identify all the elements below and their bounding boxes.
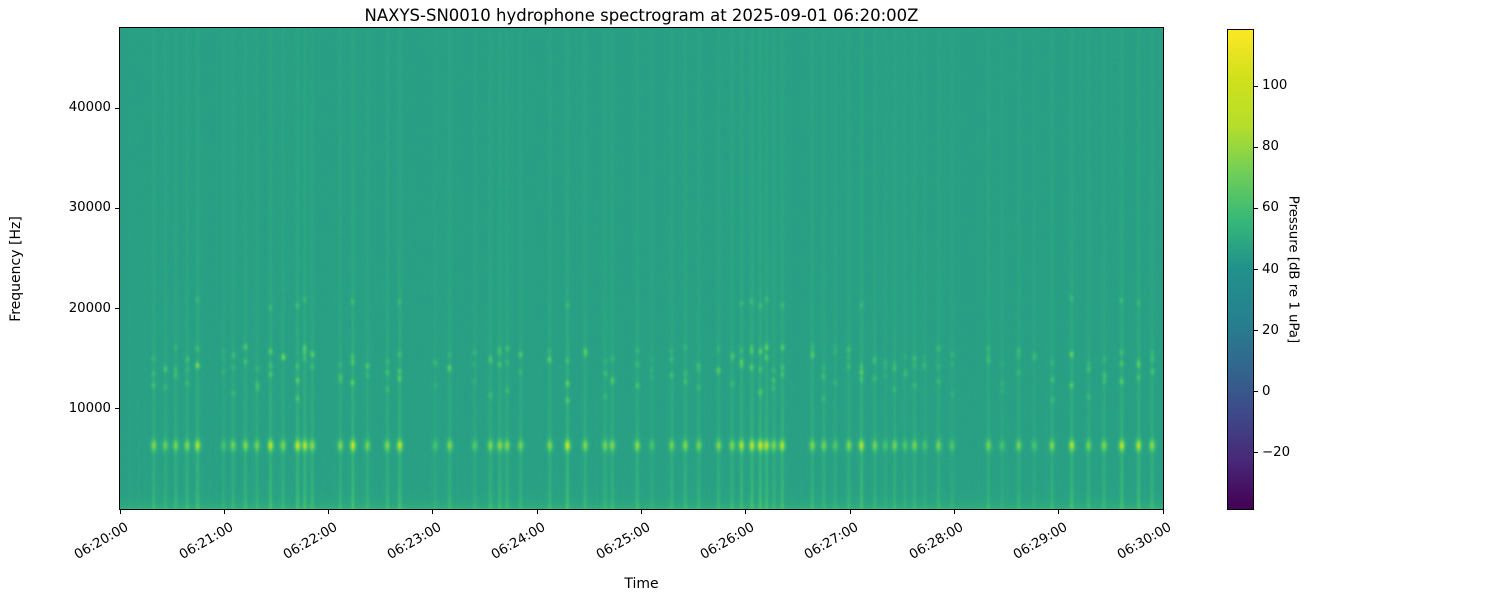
colorbar-tick-label: 0 <box>1262 383 1271 399</box>
x-tick-mark <box>432 510 434 514</box>
x-axis-label: Time <box>624 576 659 592</box>
colorbar-tick-label: 100 <box>1262 78 1288 94</box>
colorbar-tick-mark <box>1254 146 1258 148</box>
x-tick-label: 06:26:00 <box>698 520 758 563</box>
x-tick-label: 06:27:00 <box>802 520 862 563</box>
x-tick-mark <box>1162 510 1164 514</box>
x-tick-label: 06:30:00 <box>1115 520 1175 563</box>
x-tick-label: 06:24:00 <box>489 520 549 563</box>
y-tick-mark <box>115 207 119 209</box>
colorbar-border <box>1227 29 1254 510</box>
x-tick-label: 06:29:00 <box>1010 520 1071 563</box>
spectrogram-heatmap <box>120 28 1163 509</box>
colorbar-tick-mark <box>1254 269 1258 270</box>
x-tick-mark <box>953 510 955 514</box>
x-tick-label: 06:23:00 <box>385 520 445 563</box>
colorbar-tick-label: 80 <box>1262 139 1279 155</box>
y-axis-label: Frequency [Hz] <box>8 216 24 322</box>
colorbar-tick-mark <box>1254 207 1258 209</box>
colorbar-tick-label: −20 <box>1262 444 1291 460</box>
x-tick-mark <box>328 510 330 514</box>
colorbar-tick-mark <box>1254 330 1258 332</box>
chart-title: NAXYS-SN0010 hydrophone spectrogram at 2… <box>364 6 919 25</box>
x-tick-mark <box>536 510 538 514</box>
x-tick-label: 06:20:00 <box>72 520 132 563</box>
colorbar-tick-label: 40 <box>1262 261 1279 277</box>
colorbar-gradient <box>1228 30 1253 509</box>
y-tick-label: 30000 <box>68 200 111 216</box>
y-tick-mark <box>115 308 119 310</box>
y-tick-mark <box>115 408 119 410</box>
colorbar-label: Pressure [dB re 1 uPa] <box>1285 195 1301 344</box>
x-tick-mark <box>849 510 851 514</box>
x-tick-label: 06:22:00 <box>280 520 341 563</box>
x-tick-mark <box>1058 510 1060 514</box>
colorbar-tick-label: 60 <box>1262 200 1279 216</box>
y-tick-label: 20000 <box>68 300 111 316</box>
colorbar-tick-mark <box>1254 85 1258 87</box>
x-tick-label: 06:21:00 <box>176 520 236 563</box>
x-tick-mark <box>223 510 225 514</box>
colorbar-tick-mark <box>1254 452 1258 454</box>
plot-border <box>119 27 1164 510</box>
y-tick-label: 40000 <box>68 100 111 116</box>
x-tick-label: 06:28:00 <box>906 520 966 563</box>
colorbar-tick-mark <box>1254 391 1258 393</box>
x-tick-mark <box>119 510 121 514</box>
x-tick-mark <box>745 510 747 514</box>
y-tick-mark <box>115 107 119 109</box>
x-tick-mark <box>641 510 642 514</box>
colorbar-tick-label: 20 <box>1262 322 1279 338</box>
y-tick-label: 10000 <box>68 400 111 416</box>
x-tick-label: 06:25:00 <box>593 520 653 563</box>
